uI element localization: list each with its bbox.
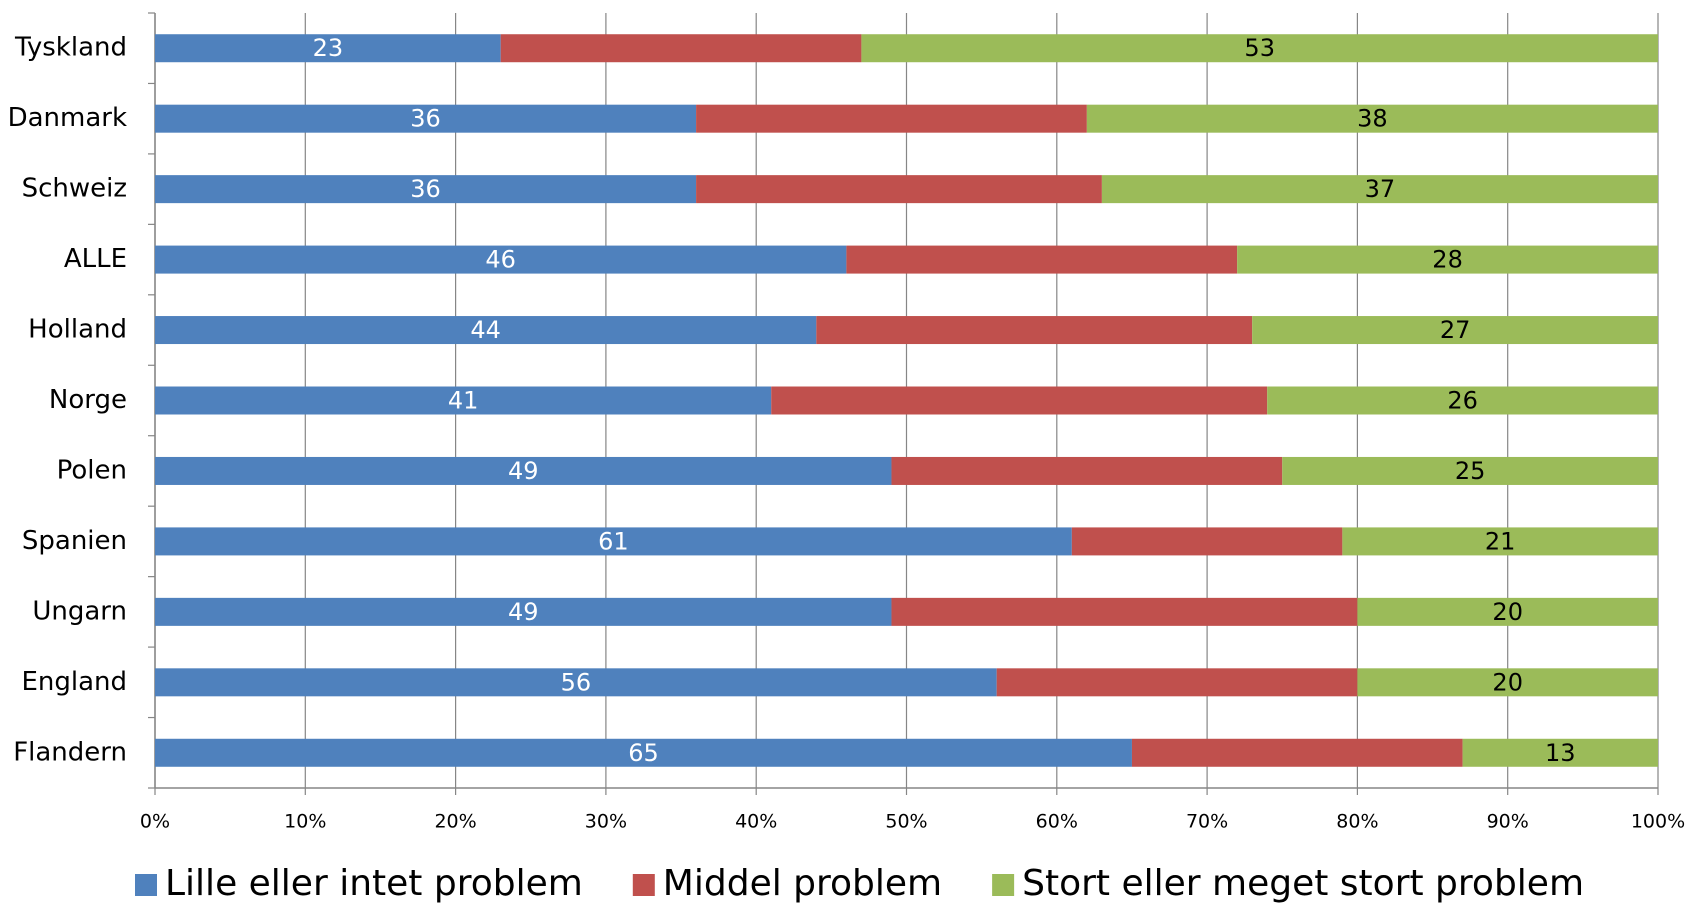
bar-segment (155, 104, 697, 133)
value-label: 49 (508, 598, 539, 626)
bar-segment (816, 316, 1253, 345)
bar-segment (891, 597, 1358, 626)
bar-segment (891, 456, 1283, 485)
value-label: 20 (1492, 668, 1523, 696)
value-label: 46 (485, 246, 516, 274)
legend-label: Middel problem (663, 863, 942, 904)
y-tick-label: Danmark (8, 103, 127, 133)
legend-label: Lille eller intet problem (165, 863, 583, 904)
y-tick-label: Ungarn (32, 596, 127, 626)
bar-segment (155, 456, 892, 485)
x-tick-label: 30% (585, 811, 627, 833)
bar-segment (155, 245, 847, 274)
bar-segment (1357, 597, 1658, 626)
bar-segment (155, 527, 1072, 556)
x-tick-label: 60% (1036, 811, 1078, 833)
bar-segment (861, 34, 1658, 63)
value-label: 20 (1492, 598, 1523, 626)
value-label: 44 (470, 316, 501, 344)
value-label: 36 (410, 105, 441, 133)
bar-segment (1252, 316, 1658, 345)
x-tick-label: 10% (284, 811, 326, 833)
value-label: 23 (313, 34, 344, 62)
bar-segment (155, 34, 501, 63)
value-label: 13 (1545, 739, 1576, 767)
value-label: 26 (1447, 387, 1478, 415)
value-label: 27 (1440, 316, 1471, 344)
y-tick-label: Tyskland (14, 33, 127, 63)
bar-segment (1267, 386, 1658, 415)
y-tick-label: Polen (57, 455, 127, 485)
bar-segment (996, 668, 1358, 697)
x-tick-label: 50% (885, 811, 927, 833)
y-tick-label: ALLE (64, 244, 127, 274)
value-label: 28 (1432, 246, 1463, 274)
y-tick-label: Schweiz (22, 174, 127, 204)
bar-segment (1462, 738, 1658, 767)
x-tick-label: 70% (1186, 811, 1228, 833)
value-label: 37 (1365, 175, 1396, 203)
bar-segment (771, 386, 1268, 415)
bar-segment (1101, 175, 1658, 204)
y-tick-label: Flandern (13, 737, 127, 767)
bar-segment (696, 104, 1087, 133)
value-label: 25 (1455, 457, 1486, 485)
x-tick-label: 80% (1336, 811, 1378, 833)
value-label: 21 (1485, 527, 1516, 555)
value-label: 65 (628, 739, 659, 767)
bar-segment (155, 316, 817, 345)
legend-swatch (992, 874, 1015, 896)
y-tick-label: Spanien (22, 526, 127, 556)
bar-segment (155, 738, 1132, 767)
value-label: 38 (1357, 105, 1388, 133)
bar-segment (696, 175, 1102, 204)
bar-segment (1237, 245, 1658, 274)
bar-segment (1357, 668, 1658, 697)
legend-swatch (632, 874, 655, 896)
bar-segment (1131, 738, 1463, 767)
y-tick-label: England (21, 667, 127, 697)
x-tick-label: 40% (735, 811, 777, 833)
legend-swatch (135, 874, 157, 896)
bar-segment (155, 597, 892, 626)
value-label: 56 (561, 668, 592, 696)
bar-segment (155, 386, 772, 415)
bar-segment (1342, 527, 1658, 556)
value-label: 49 (508, 457, 539, 485)
x-tick-label: 90% (1487, 811, 1529, 833)
bar-segment (1282, 456, 1658, 485)
bar-segment (155, 175, 697, 204)
value-label: 41 (448, 387, 479, 415)
value-label: 36 (410, 175, 441, 203)
x-tick-label: 20% (434, 811, 476, 833)
y-tick-label: Holland (28, 315, 127, 345)
x-tick-label: 0% (140, 811, 170, 833)
x-tick-label: 100% (1631, 811, 1685, 833)
y-tick-label: Norge (49, 385, 127, 415)
bar-segment (846, 245, 1238, 274)
bar-segment (1071, 527, 1343, 556)
bar-segment (500, 34, 862, 63)
value-label: 53 (1244, 34, 1275, 62)
legend-label: Stort eller meget stort problem (1022, 863, 1584, 904)
bar-segment (1086, 104, 1658, 133)
bar-segment (155, 668, 997, 697)
value-label: 61 (598, 527, 629, 555)
